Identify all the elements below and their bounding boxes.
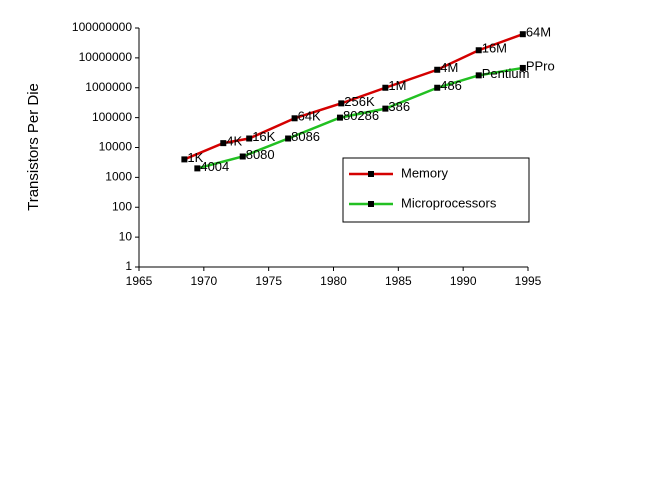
- point-label: 4K: [226, 134, 242, 149]
- point-label: 486: [440, 78, 462, 93]
- x-tick-label: 1995: [515, 274, 542, 288]
- point-marker: [434, 66, 441, 73]
- point-label: 4M: [440, 60, 458, 75]
- x-tick-label: 1990: [450, 274, 477, 288]
- point-marker: [475, 72, 482, 79]
- legend-label: Memory: [401, 165, 448, 180]
- point-label: 386: [388, 99, 410, 114]
- point-marker: [239, 153, 246, 160]
- y-tick-label: 100000: [92, 110, 132, 124]
- point-marker: [181, 156, 188, 163]
- point-label: 4004: [200, 159, 229, 174]
- y-tick-label: 10: [119, 229, 133, 243]
- point-marker: [338, 100, 345, 107]
- point-label: 8080: [246, 147, 275, 162]
- legend-marker: [368, 201, 374, 207]
- point-marker: [382, 84, 389, 91]
- y-tick-label: 100: [112, 199, 132, 213]
- point-marker: [382, 105, 389, 112]
- point-marker: [519, 31, 526, 38]
- legend-label: Microprocessors: [401, 195, 497, 210]
- point-label: 1K: [187, 150, 203, 165]
- point-label: Pentium: [482, 66, 530, 81]
- y-tick-label: 10000000: [79, 50, 133, 64]
- point-marker: [336, 114, 343, 121]
- point-marker: [291, 115, 298, 122]
- y-tick-label: 100000000: [72, 20, 132, 34]
- point-label: 64K: [298, 109, 321, 124]
- point-marker: [246, 135, 253, 142]
- point-label: 80286: [343, 108, 379, 123]
- x-tick-label: 1970: [190, 274, 217, 288]
- point-label: 8086: [291, 129, 320, 144]
- legend: [342, 157, 530, 223]
- point-label: 16M: [482, 41, 507, 56]
- y-axis-label: Transistors Per Die: [25, 83, 42, 211]
- point-marker: [285, 135, 292, 142]
- y-tick-label: 10000: [99, 140, 133, 154]
- x-tick-label: 1965: [126, 274, 153, 288]
- point-marker: [220, 140, 227, 147]
- point-label: 256K: [344, 94, 375, 109]
- point-label: 64M: [526, 25, 551, 40]
- x-tick-label: 1975: [255, 274, 282, 288]
- x-tick-label: 1980: [320, 274, 347, 288]
- point-marker: [194, 165, 201, 172]
- legend-marker: [368, 171, 374, 177]
- point-marker: [434, 84, 441, 91]
- y-tick-label: 1000: [105, 170, 132, 184]
- y-tick-label: 1: [125, 259, 132, 273]
- point-label: 1M: [388, 78, 406, 93]
- point-label: PPro: [526, 58, 555, 73]
- x-tick-label: 1985: [385, 274, 412, 288]
- series-line: [197, 66, 524, 170]
- point-label: 16K: [252, 129, 275, 144]
- point-marker: [475, 47, 482, 54]
- point-marker: [519, 64, 526, 71]
- y-tick-label: 1000000: [85, 80, 132, 94]
